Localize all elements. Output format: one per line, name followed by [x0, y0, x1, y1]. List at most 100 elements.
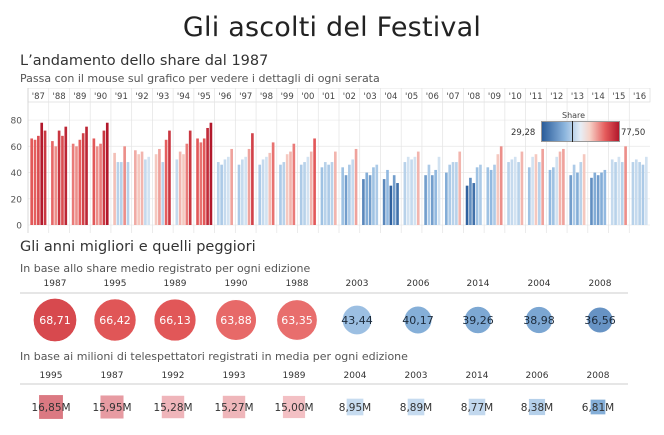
share-bar[interactable] [531, 156, 534, 225]
share-bar[interactable] [119, 162, 123, 225]
share-bar[interactable] [158, 148, 161, 225]
share-bar[interactable] [285, 154, 289, 225]
share-bar[interactable] [182, 154, 185, 225]
share-bar[interactable] [78, 139, 82, 225]
viewers-rank-box[interactable] [222, 395, 246, 419]
share-bar[interactable] [354, 148, 358, 225]
share-bar[interactable] [600, 172, 603, 225]
share-bar[interactable] [569, 175, 573, 225]
share-rank-circle[interactable] [586, 306, 614, 334]
share-bar[interactable] [330, 162, 334, 225]
share-bar[interactable] [368, 175, 372, 225]
share-bar[interactable] [389, 185, 393, 225]
share-bar[interactable] [99, 143, 102, 225]
share-bar[interactable] [572, 164, 576, 225]
share-bar[interactable] [641, 164, 645, 225]
share-bar[interactable] [610, 159, 614, 225]
share-bar[interactable] [61, 135, 64, 225]
share-bar[interactable] [596, 175, 600, 225]
share-bar[interactable] [455, 162, 458, 225]
share-bar[interactable] [237, 164, 241, 225]
share-bar[interactable] [265, 156, 268, 225]
share-bar[interactable] [154, 154, 158, 225]
share-bar[interactable] [223, 159, 227, 225]
share-bar[interactable] [410, 159, 413, 225]
share-bar[interactable] [134, 150, 137, 225]
share-bar[interactable] [472, 183, 476, 225]
share-bar[interactable] [196, 138, 199, 225]
viewers-rank-box[interactable] [528, 398, 546, 416]
share-bar[interactable] [51, 141, 54, 225]
share-rank-circle[interactable] [403, 305, 433, 335]
share-bar[interactable] [188, 130, 192, 225]
share-bar[interactable] [448, 164, 452, 225]
share-bar[interactable] [216, 162, 220, 225]
share-bar[interactable] [475, 167, 479, 225]
share-bar[interactable] [102, 130, 106, 225]
share-bar[interactable] [247, 148, 251, 225]
share-bar[interactable] [590, 177, 593, 225]
share-bar[interactable] [614, 162, 617, 225]
share-bar[interactable] [268, 152, 272, 225]
share-bar[interactable] [327, 164, 330, 225]
share-bar[interactable] [202, 138, 206, 225]
share-bar[interactable] [137, 154, 141, 225]
share-bar[interactable] [534, 154, 538, 225]
share-bar[interactable] [465, 185, 469, 225]
share-bar[interactable] [434, 169, 437, 225]
viewers-ranking-chart[interactable]: 1995 16,85M 1987 15,95M 1992 15,28M 1993 15,27M… [0, 366, 664, 434]
share-bar[interactable] [33, 139, 37, 225]
share-bar[interactable] [513, 156, 517, 225]
share-bar[interactable] [241, 159, 244, 225]
share-bar[interactable] [144, 159, 147, 225]
share-bar[interactable] [406, 156, 410, 225]
share-bar[interactable] [362, 179, 365, 225]
share-bar[interactable] [486, 167, 490, 225]
share-bar[interactable] [555, 156, 559, 225]
share-bar[interactable] [92, 138, 96, 225]
share-rank-circle[interactable] [525, 306, 553, 334]
share-bar[interactable] [537, 162, 541, 225]
share-bar[interactable] [517, 162, 520, 225]
share-bar[interactable] [292, 143, 296, 225]
share-bar[interactable] [620, 162, 624, 225]
share-bar[interactable] [258, 164, 262, 225]
share-bar[interactable] [175, 159, 179, 225]
share-bar[interactable] [634, 159, 638, 225]
share-bar[interactable] [372, 167, 375, 225]
share-bar[interactable] [164, 139, 168, 225]
share-bar[interactable] [306, 156, 310, 225]
viewers-rank-box[interactable] [468, 398, 486, 416]
share-bar[interactable] [105, 122, 109, 225]
viewers-rank-box[interactable] [282, 395, 306, 419]
share-bar[interactable] [403, 162, 407, 225]
share-bar[interactable] [617, 156, 621, 225]
share-bar[interactable] [427, 164, 431, 225]
share-bar[interactable] [147, 156, 151, 225]
share-bar[interactable] [437, 156, 441, 225]
share-bar[interactable] [499, 146, 503, 225]
share-bar[interactable] [445, 172, 448, 225]
share-bar[interactable] [479, 164, 482, 225]
share-bar[interactable] [496, 154, 500, 225]
share-rank-circle[interactable] [153, 298, 197, 342]
share-bar[interactable] [71, 143, 75, 225]
share-bar[interactable] [334, 151, 337, 225]
share-bar[interactable] [603, 169, 607, 225]
share-bar[interactable] [424, 175, 427, 225]
share-bar[interactable] [375, 164, 379, 225]
share-rank-circle[interactable] [276, 299, 318, 341]
share-bar[interactable] [271, 142, 275, 225]
share-bar[interactable] [520, 151, 524, 225]
share-bar[interactable] [299, 164, 303, 225]
share-bar[interactable] [341, 167, 344, 225]
share-bar[interactable] [392, 175, 396, 225]
share-bar[interactable] [396, 183, 399, 225]
share-bar[interactable] [469, 177, 472, 225]
share-bar[interactable] [489, 169, 493, 225]
share-bar[interactable] [261, 159, 265, 225]
share-bar[interactable] [75, 146, 78, 225]
share-bar[interactable] [416, 151, 420, 225]
share-bar[interactable] [624, 146, 627, 225]
share-ranking-chart[interactable]: 1987 68,71 1995 66,42 1989 66,13 1990 63,88 1988… [0, 274, 664, 354]
